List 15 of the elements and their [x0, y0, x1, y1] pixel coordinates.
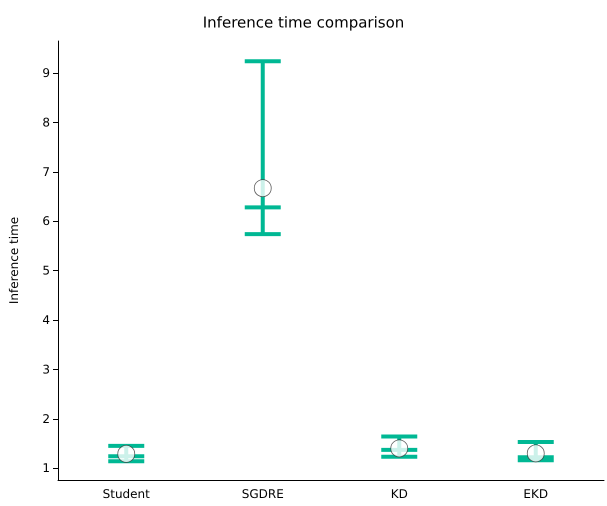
- y-tick-label: 8: [42, 115, 50, 130]
- y-tick-label: 4: [42, 313, 50, 328]
- y-tick-label: 1: [42, 461, 50, 476]
- y-tick-label: 9: [42, 66, 50, 80]
- y-axis-title: Inference time: [7, 216, 21, 304]
- x-tick-label: KD: [390, 487, 408, 501]
- x-tick-label: Student: [102, 487, 150, 501]
- x-tick-label: EKD: [523, 487, 548, 501]
- chart-title: Inference time comparison: [202, 14, 404, 32]
- x-tick-label: SGDRE: [242, 487, 284, 501]
- y-tick-label: 3: [42, 362, 50, 376]
- y-tick-label: 7: [42, 164, 50, 179]
- y-tick-label: 2: [42, 412, 50, 426]
- y-tick-label: 6: [42, 214, 50, 228]
- y-tick-label: 5: [42, 264, 50, 278]
